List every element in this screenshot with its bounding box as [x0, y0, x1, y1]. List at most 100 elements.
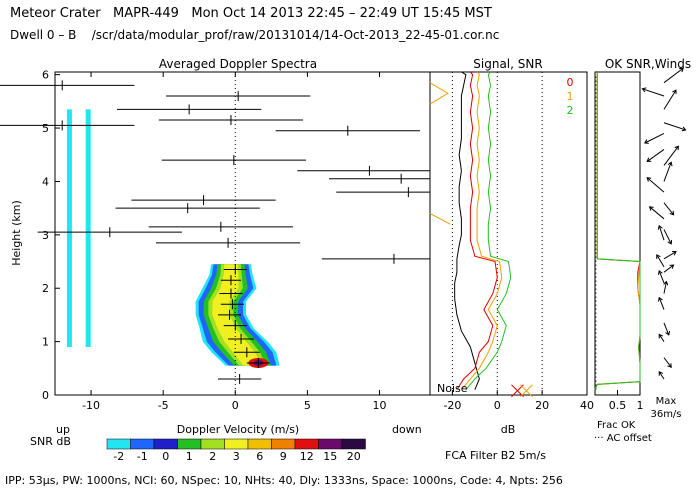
signal-xtick-label-0: -20	[443, 399, 461, 412]
max-wind-label: Max	[656, 396, 677, 407]
wind-shaft-0	[658, 371, 665, 380]
ok-title: OK SNR,Winds	[605, 57, 691, 71]
signal-xtick-label-3: 40	[580, 399, 594, 412]
signal-series-group	[429, 71, 512, 390]
wind-shaft-5	[663, 281, 667, 294]
signal-line-noise-marks-2	[429, 213, 451, 225]
filter-text: FCA Filter B2 5m/s	[445, 449, 546, 462]
ok-xtick-label-0: 0.5	[609, 399, 627, 412]
snr-scale-value-2: 0	[162, 450, 169, 463]
signal-line-snr-2	[465, 71, 512, 390]
snr-scale-cell-8	[294, 438, 319, 450]
wind-head-3	[665, 330, 671, 336]
snr-scale-value-7: 9	[280, 450, 287, 463]
ok-line-frac-ok-1	[594, 72, 641, 390]
wind-head-16	[674, 145, 679, 151]
snr-scale-cell-0	[106, 438, 131, 450]
snr-scale-cell-3	[177, 438, 202, 450]
wind-head-15	[667, 161, 673, 167]
signal-line-signal	[454, 71, 480, 390]
spectral-layer-4	[212, 264, 262, 366]
ok-snr-winds-panel: OK SNR,Winds 012 0.5 1 Frac OK ··· AC off…	[567, 57, 692, 444]
snr-scale-value-9: 15	[323, 450, 337, 463]
snr-scale-value-6: 6	[256, 450, 263, 463]
wind-shaft-4	[658, 297, 665, 310]
ok-legend-0: 0	[567, 76, 574, 89]
doppler-x-ticks: -10 -5 0 5 10	[82, 72, 387, 412]
wind-vectors-group	[641, 67, 687, 380]
wind-shaft-6	[658, 270, 665, 284]
wind-head-9	[671, 251, 677, 256]
wind-shaft-21	[642, 88, 665, 97]
wind-head-10	[657, 224, 663, 230]
snr-scale-cell-6	[247, 438, 272, 450]
snr-scale-cells	[106, 438, 366, 450]
snr-scale-value-3: 1	[186, 450, 193, 463]
snr-scale-value-10: 20	[347, 450, 361, 463]
wind-shaft-3	[663, 322, 670, 336]
doppler-ytick-label-3: 3	[42, 229, 49, 242]
wind-head-2	[658, 333, 664, 339]
snr-scale-labels: -2 -1 0 1 2 3 6 9 12 15 20	[113, 450, 360, 463]
snr-scale-cell-9	[318, 438, 343, 450]
wind-head-18	[643, 139, 649, 144]
footer-params: IPP: 53μs, PW: 1000ns, NCI: 60, NSpec: 1…	[5, 474, 563, 487]
snr-scale-cell-4	[200, 438, 225, 450]
snr-scale-value-5: 3	[233, 450, 240, 463]
doppler-ytick-label-4: 4	[42, 175, 49, 188]
wind-head-17	[646, 157, 652, 162]
ok-legend-1: 1	[567, 90, 574, 103]
wind-head-20	[672, 89, 677, 95]
wind-head-11	[667, 239, 673, 245]
max-wind-value: 36m/s	[650, 409, 681, 420]
wind-shaft-11	[663, 229, 672, 245]
frac-ok-label: Frac OK	[597, 420, 636, 431]
ok-line-frac-ok-0	[594, 72, 641, 390]
cross-b-1	[520, 384, 533, 398]
ok-legend: 012	[567, 76, 574, 117]
snr-scale-value-0: -2	[113, 450, 124, 463]
datetime: Mon Oct 14 2013 22:45 – 22:49 UT 15:45 M…	[191, 6, 492, 21]
doppler-spectra-panel: Averaged Doppler Spectra -10 -5 0 5 10 0 1 2 3 4…	[0, 57, 431, 436]
doppler-ytick-label-1: 1	[42, 336, 49, 349]
snr-scale-cell-10	[341, 438, 366, 450]
dwell-label: Dwell 0 – B	[10, 28, 77, 42]
signal-xtick-label-1: 0	[494, 399, 501, 412]
signal-cross-markers	[511, 384, 533, 398]
instrument-name: MAPR-449	[112, 6, 179, 21]
wind-shaft-22	[663, 67, 684, 84]
noise-label: Noise	[437, 382, 468, 395]
wind-head-7	[669, 264, 675, 269]
wind-head-8	[656, 254, 661, 259]
wind-shaft-16	[663, 145, 679, 166]
signal-snr-panel: Signal, SNR -20 0 20 40 dB Noise	[429, 57, 594, 436]
wind-shaft-9	[663, 251, 677, 260]
clutter-band-group	[66, 109, 91, 347]
doppler-xlabel: Doppler Velocity (m/s)	[177, 423, 299, 436]
wind-shaft-7	[663, 264, 674, 273]
signal-xtick-label-2: 20	[535, 399, 549, 412]
ok-legend-2: 2	[567, 104, 574, 117]
doppler-ytick-label-6: 6	[42, 69, 49, 82]
moment-bars-group	[0, 80, 430, 384]
signal-dotted-guides	[451, 72, 543, 395]
signal-line-snr-0	[456, 71, 498, 390]
doppler-y-ticks: 0 1 2 3 4 5 6	[42, 69, 60, 402]
wind-shaft-2	[658, 334, 665, 342]
wind-shaft-10	[658, 225, 665, 241]
wind-head-22	[679, 67, 684, 73]
wind-shaft-1	[663, 357, 672, 368]
snr-scale-cell-7	[271, 438, 296, 450]
wind-head-13	[669, 210, 675, 216]
wind-shaft-15	[663, 162, 672, 182]
wind-head-1	[667, 363, 672, 368]
wind-shaft-17	[646, 149, 665, 162]
cross-b-0	[511, 384, 524, 398]
doppler-ytick-label-5: 5	[42, 122, 49, 135]
doppler-title: Averaged Doppler Spectra	[159, 57, 317, 71]
ok-xtick-label-1: 1	[637, 399, 644, 412]
doppler-xtick-label-3: 5	[304, 399, 311, 412]
wind-shaft-14	[646, 177, 665, 193]
doppler-ylabel: Height (km)	[10, 200, 23, 266]
doppler-xtick-label-2: 0	[232, 399, 239, 412]
